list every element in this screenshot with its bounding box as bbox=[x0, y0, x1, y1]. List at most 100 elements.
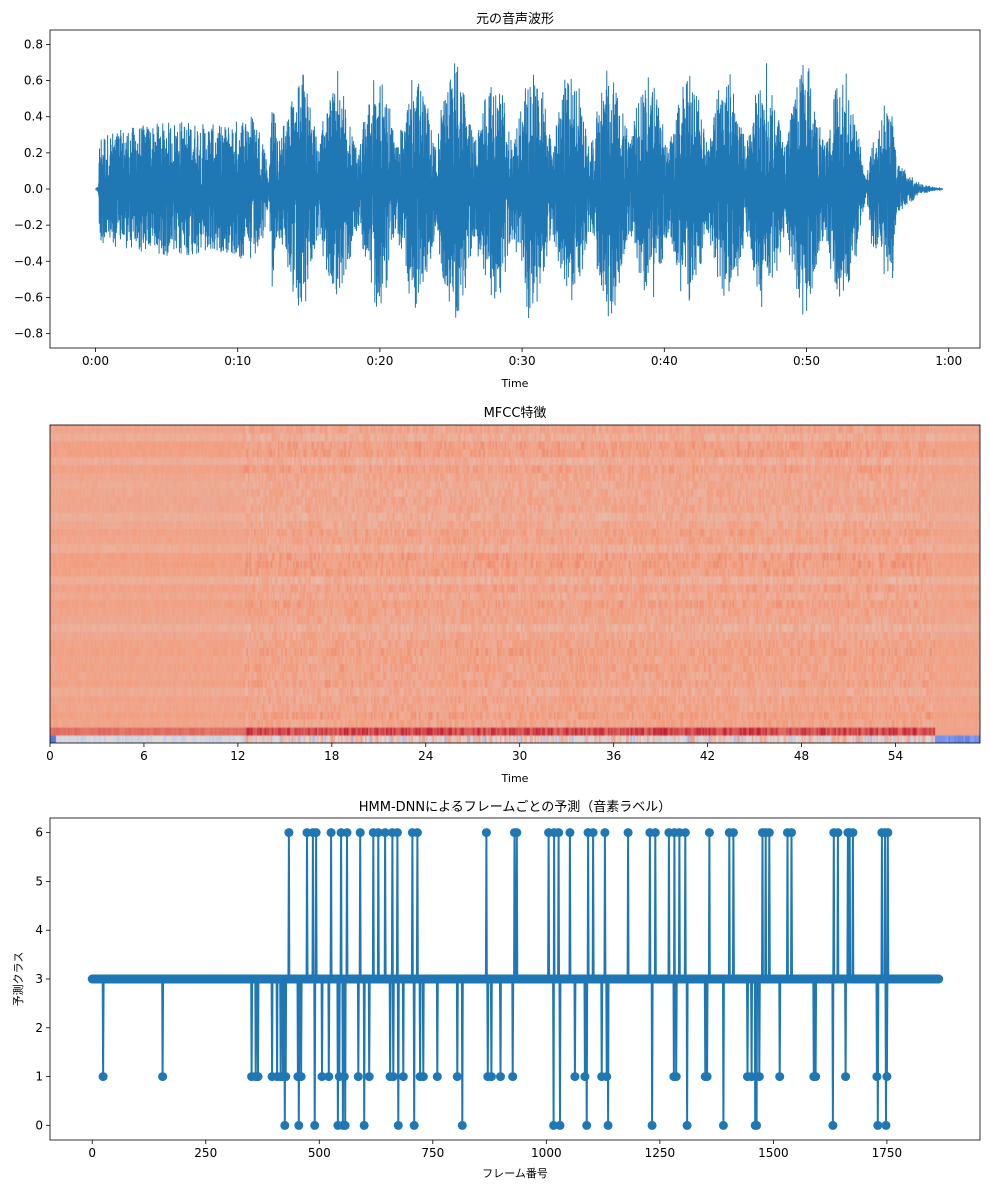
prediction-point bbox=[364, 1072, 374, 1082]
prediction-point bbox=[380, 828, 390, 838]
prediction-point bbox=[418, 1072, 428, 1082]
prediction-point bbox=[388, 1072, 398, 1082]
prediction-point bbox=[310, 1120, 320, 1130]
mfcc-xtick-label: 42 bbox=[700, 749, 715, 763]
prediction-point bbox=[486, 1072, 496, 1082]
mfcc-heatmap bbox=[50, 425, 980, 743]
prediction-point bbox=[317, 1072, 327, 1082]
prediction-point bbox=[603, 1120, 613, 1130]
prediction-point bbox=[671, 1072, 681, 1082]
prediction-point bbox=[554, 828, 564, 838]
waveform-ytick-label: 0.0 bbox=[24, 182, 43, 196]
prediction-ytick-label: 0 bbox=[35, 1118, 43, 1132]
prediction-axes-frame bbox=[49, 817, 981, 1141]
mfcc-xtick-label: 48 bbox=[794, 749, 809, 763]
prediction-point bbox=[432, 1072, 442, 1082]
prediction-ylabel: 予測クラス bbox=[11, 952, 25, 1007]
prediction-point bbox=[280, 1120, 290, 1130]
prediction-point bbox=[752, 1120, 762, 1130]
prediction-point bbox=[764, 828, 774, 838]
prediction-point bbox=[409, 1120, 419, 1130]
prediction-xtick-label: 500 bbox=[308, 1146, 331, 1160]
prediction-point bbox=[392, 828, 402, 838]
prediction-point bbox=[158, 1072, 168, 1082]
waveform-ytick-label: −0.8 bbox=[14, 327, 43, 341]
waveform-xtick-label: 0:10 bbox=[224, 354, 251, 368]
prediction-point bbox=[882, 1072, 892, 1082]
waveform-xtick-label: 0:20 bbox=[366, 354, 393, 368]
prediction-point bbox=[457, 1120, 467, 1130]
waveform-xtick-label: 0:30 bbox=[509, 354, 536, 368]
prediction-point bbox=[848, 828, 858, 838]
prediction-point bbox=[934, 974, 944, 984]
prediction-point bbox=[883, 828, 893, 838]
waveform-xtick-label: 1:00 bbox=[935, 354, 962, 368]
waveform-line bbox=[95, 63, 944, 319]
prediction-point bbox=[353, 1072, 363, 1082]
prediction-point bbox=[481, 828, 491, 838]
prediction-point bbox=[373, 828, 383, 838]
prediction-xtick-label: 1500 bbox=[758, 1146, 789, 1160]
mfcc-xtick-label: 24 bbox=[418, 749, 433, 763]
mfcc-xtick-label: 36 bbox=[606, 749, 621, 763]
prediction-xtick-label: 1250 bbox=[645, 1146, 676, 1160]
prediction-point bbox=[570, 1072, 580, 1082]
prediction-point bbox=[452, 1072, 462, 1082]
waveform-ytick-label: −0.2 bbox=[14, 218, 43, 232]
mfcc-xtick-label: 30 bbox=[512, 749, 527, 763]
prediction-point bbox=[326, 828, 336, 838]
waveform-xtick-label: 0:00 bbox=[82, 354, 109, 368]
waveform-xtick-label: 0:40 bbox=[651, 354, 678, 368]
mfcc-axes-frame bbox=[49, 424, 981, 744]
prediction-point bbox=[565, 828, 575, 838]
mfcc-xtick-label: 18 bbox=[324, 749, 339, 763]
waveform-ytick-label: 0.6 bbox=[24, 74, 43, 88]
prediction-point bbox=[680, 828, 690, 838]
prediction-point bbox=[359, 1120, 369, 1130]
prediction-point bbox=[754, 1072, 764, 1082]
prediction-point bbox=[775, 1072, 785, 1082]
prediction-point bbox=[747, 1072, 757, 1082]
prediction-point bbox=[602, 1072, 612, 1082]
prediction-xtick-label: 1750 bbox=[872, 1146, 903, 1160]
prediction-point bbox=[841, 1072, 851, 1082]
prediction-ytick-label: 6 bbox=[35, 826, 43, 840]
mfcc-title: MFCC特徴 bbox=[484, 406, 547, 421]
prediction-point bbox=[811, 1072, 821, 1082]
prediction-ytick-label: 2 bbox=[35, 1021, 43, 1035]
prediction-point bbox=[704, 828, 714, 838]
prediction-point bbox=[881, 1120, 891, 1130]
waveform-ytick-label: −0.6 bbox=[14, 290, 43, 304]
prediction-point bbox=[342, 828, 352, 838]
prediction-xlabel: フレーム番号 bbox=[482, 1167, 548, 1180]
mfcc-xtick-label: 6 bbox=[140, 749, 148, 763]
prediction-point bbox=[340, 1120, 350, 1130]
prediction-point bbox=[580, 1072, 590, 1082]
prediction-xtick-label: 250 bbox=[194, 1146, 217, 1160]
prediction-point bbox=[702, 1072, 712, 1082]
prediction-point bbox=[647, 1120, 657, 1130]
waveform-title: 元の音声波形 bbox=[476, 11, 554, 27]
prediction-point bbox=[512, 828, 522, 838]
prediction-point bbox=[398, 1072, 408, 1082]
mfcc-xtick-label: 12 bbox=[230, 749, 245, 763]
prediction-point bbox=[555, 1120, 565, 1130]
prediction-point bbox=[549, 1120, 559, 1130]
prediction-point bbox=[600, 828, 610, 838]
waveform-xtick-label: 0:50 bbox=[793, 354, 820, 368]
prediction-point bbox=[682, 1120, 692, 1130]
waveform-ytick-label: 0.4 bbox=[24, 110, 43, 124]
waveform-ytick-label: 0.2 bbox=[24, 146, 43, 160]
prediction-ytick-label: 5 bbox=[35, 874, 43, 888]
mfcc-xtick-label: 0 bbox=[46, 749, 54, 763]
prediction-point bbox=[339, 1072, 349, 1082]
waveform-xlabel: Time bbox=[501, 377, 529, 390]
prediction-point bbox=[582, 1120, 592, 1130]
prediction-point bbox=[412, 828, 422, 838]
prediction-point bbox=[393, 1120, 403, 1130]
prediction-xtick-label: 750 bbox=[421, 1146, 444, 1160]
prediction-point bbox=[355, 828, 365, 838]
prediction-title: HMM-DNNによるフレームごとの予測（音素ラベル） bbox=[359, 799, 671, 815]
